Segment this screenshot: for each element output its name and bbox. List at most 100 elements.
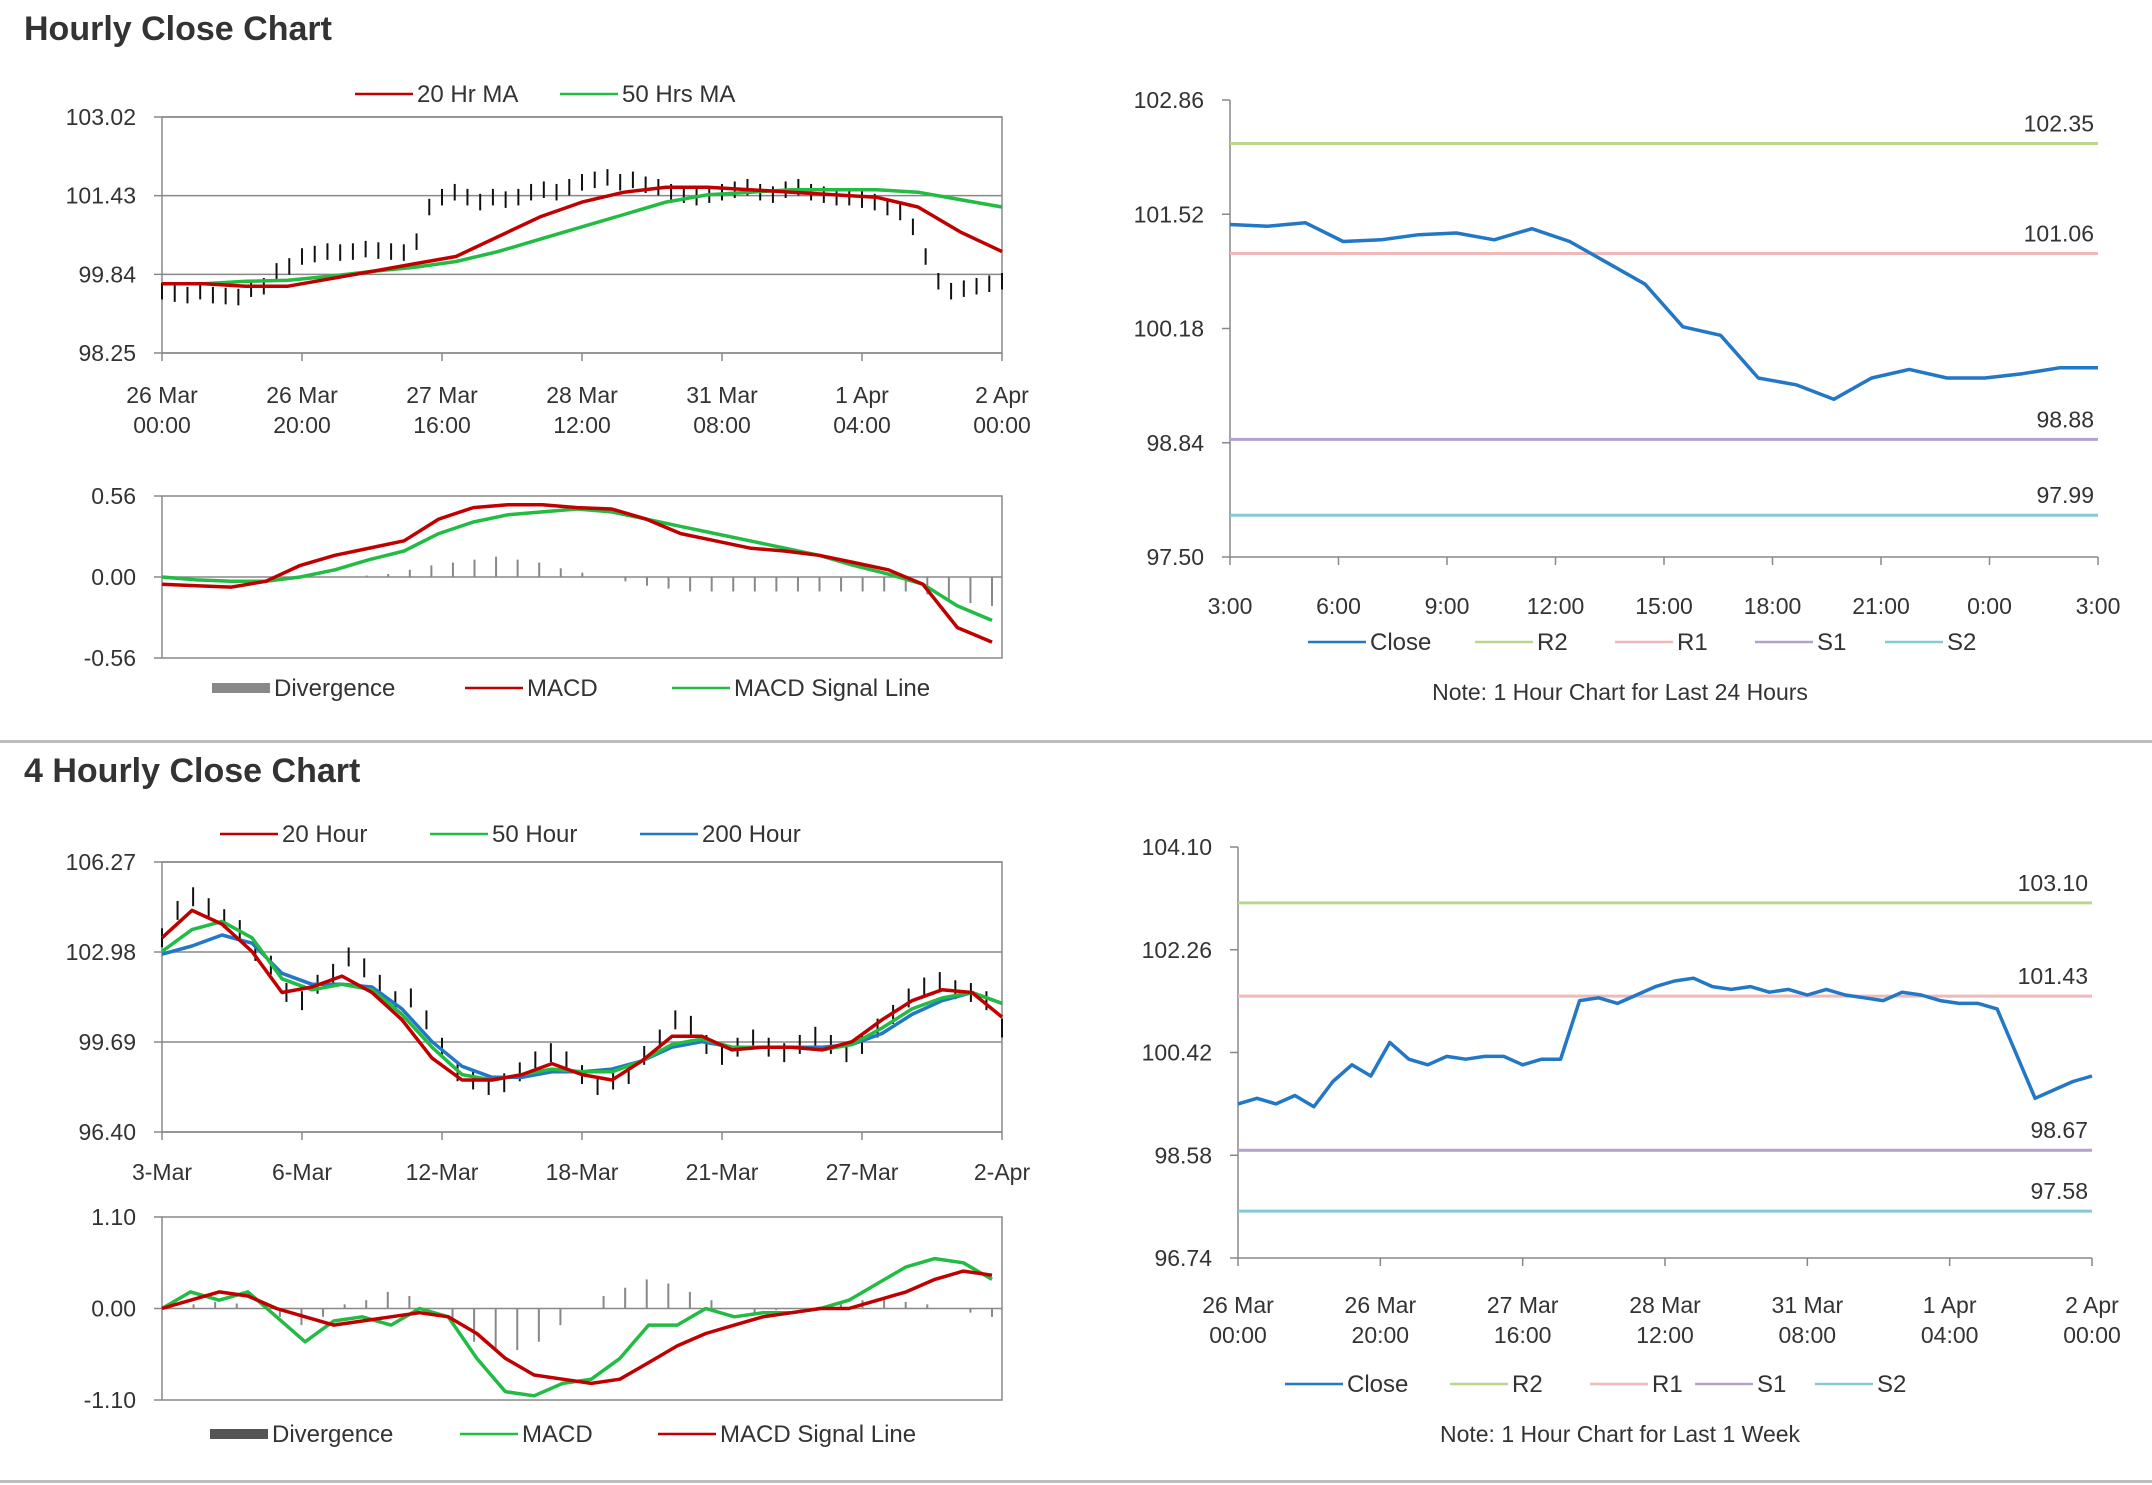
legend-label: R2 xyxy=(1537,629,1568,656)
x-tick-label: 15:00 xyxy=(1635,593,1693,619)
legend-label: MACD xyxy=(527,675,598,702)
series-line-close xyxy=(1237,976,2093,1109)
y-tick-label: 101.52 xyxy=(1134,201,1204,227)
x-tick-label: 00:00 xyxy=(973,412,1031,438)
x-tick-label: 08:00 xyxy=(1779,1322,1837,1348)
x-tick-label: 18-Mar xyxy=(546,1159,619,1185)
y-tick-label: 98.25 xyxy=(78,340,136,366)
y-tick-label: 102.26 xyxy=(1142,937,1212,963)
x-tick-label: 2-Apr xyxy=(974,1159,1031,1185)
plot-frame xyxy=(161,861,1003,1133)
x-tick-label: 21:00 xyxy=(1852,593,1910,619)
x-tick-label: 12-Mar xyxy=(406,1159,479,1185)
x-tick-label: 27-Mar xyxy=(826,1159,899,1185)
y-tick-label: 101.43 xyxy=(66,183,136,209)
level-label-r2: 102.35 xyxy=(2024,110,2094,136)
y-tick-label: 99.69 xyxy=(78,1029,136,1055)
x-tick-label: 08:00 xyxy=(693,412,751,438)
y-tick-label: -0.56 xyxy=(84,645,136,671)
series-line-close xyxy=(1229,221,2098,402)
legend-label: 200 Hour xyxy=(702,821,801,848)
x-tick-label: 20:00 xyxy=(273,412,331,438)
y-tick-label: 0.00 xyxy=(91,1296,136,1322)
y-tick-label: 104.10 xyxy=(1142,834,1212,860)
x-tick-label: 16:00 xyxy=(1494,1322,1552,1348)
series-line-20-hour xyxy=(160,908,1004,1082)
legend-label: S2 xyxy=(1947,629,1976,656)
legend-label: 20 Hour xyxy=(282,821,367,848)
plot-frame xyxy=(161,116,1003,354)
legend-label: MACD Signal Line xyxy=(734,675,930,702)
y-tick-label: 96.40 xyxy=(78,1119,136,1145)
chart-note: Note: 1 Hour Chart for Last 24 Hours xyxy=(1432,679,1808,705)
series-line-50-hour xyxy=(160,919,1003,1082)
x-tick-label: 18:00 xyxy=(1744,593,1802,619)
legend-label: R1 xyxy=(1677,629,1708,656)
series-line-200-hour xyxy=(161,933,1003,1080)
y-tick-label: 102.86 xyxy=(1134,87,1204,113)
y-tick-label: 102.98 xyxy=(66,939,136,965)
x-tick-label: 12:00 xyxy=(553,412,611,438)
y-tick-label: 100.18 xyxy=(1134,316,1204,342)
x-tick-label: 1 Apr xyxy=(1923,1292,1977,1318)
level-label-s2: 97.58 xyxy=(2030,1178,2088,1204)
section-divider-bottom xyxy=(0,1480,2152,1483)
chart-note: Note: 1 Hour Chart for Last 1 Week xyxy=(1440,1421,1801,1447)
legend-label: MACD xyxy=(522,1421,593,1448)
y-tick-label: -1.10 xyxy=(84,1387,136,1413)
x-tick-label: 27 Mar xyxy=(406,382,478,408)
x-tick-label: 1 Apr xyxy=(835,382,889,408)
x-tick-label: 21-Mar xyxy=(686,1159,759,1185)
x-tick-label: 2 Apr xyxy=(2065,1292,2119,1318)
x-tick-label: 04:00 xyxy=(833,412,891,438)
x-tick-label: 3-Mar xyxy=(132,1159,192,1185)
x-tick-label: 28 Mar xyxy=(546,382,618,408)
legend-label: Divergence xyxy=(272,1421,393,1448)
y-tick-label: 96.74 xyxy=(1154,1245,1212,1271)
x-tick-label: 26 Mar xyxy=(1202,1292,1274,1318)
x-tick-label: 26 Mar xyxy=(1345,1292,1417,1318)
y-tick-label: 98.58 xyxy=(1154,1142,1212,1168)
x-tick-label: 04:00 xyxy=(1921,1322,1979,1348)
legend-label: R1 xyxy=(1652,1371,1683,1398)
section-title-4hourly: 4 Hourly Close Chart xyxy=(24,752,361,790)
level-label-s2: 97.99 xyxy=(2036,482,2094,508)
x-tick-label: 12:00 xyxy=(1636,1322,1694,1348)
level-label-r1: 101.06 xyxy=(2024,220,2094,246)
legend-label: R2 xyxy=(1512,1371,1543,1398)
x-tick-label: 3:00 xyxy=(2076,593,2121,619)
x-tick-label: 00:00 xyxy=(2063,1322,2121,1348)
legend-label: 50 Hrs MA xyxy=(622,81,735,108)
x-tick-label: 26 Mar xyxy=(126,382,198,408)
x-tick-label: 20:00 xyxy=(1352,1322,1410,1348)
y-tick-label: 0.00 xyxy=(91,564,136,590)
x-tick-label: 16:00 xyxy=(413,412,471,438)
y-tick-label: 99.84 xyxy=(78,261,136,287)
y-tick-label: 97.50 xyxy=(1146,544,1204,570)
x-tick-label: 3:00 xyxy=(1208,593,1253,619)
level-label-s1: 98.88 xyxy=(2036,406,2094,432)
legend-label: MACD Signal Line xyxy=(720,1421,916,1448)
y-tick-label: 98.84 xyxy=(1146,430,1204,456)
y-tick-label: 1.10 xyxy=(91,1204,136,1230)
y-tick-label: 100.42 xyxy=(1142,1040,1212,1066)
series-line-50hrs-ma xyxy=(162,187,1003,286)
section-title-hourly: Hourly Close Chart xyxy=(24,10,332,48)
series-line-macd-signal xyxy=(161,1269,993,1386)
x-tick-label: 0:00 xyxy=(1967,593,2012,619)
legend-label: S2 xyxy=(1877,1371,1906,1398)
legend-label: Divergence xyxy=(274,675,395,702)
legend-label: Close xyxy=(1347,1371,1408,1398)
level-label-r1: 101.43 xyxy=(2018,963,2088,989)
y-tick-label: 106.27 xyxy=(66,849,136,875)
legend-label: 50 Hour xyxy=(492,821,577,848)
x-tick-label: 6:00 xyxy=(1316,593,1361,619)
y-tick-label: 103.02 xyxy=(66,104,136,130)
x-tick-label: 28 Mar xyxy=(1629,1292,1701,1318)
legend-label: 20 Hr MA xyxy=(417,81,518,108)
x-tick-label: 12:00 xyxy=(1527,593,1585,619)
x-tick-label: 00:00 xyxy=(133,412,191,438)
x-tick-label: 31 Mar xyxy=(1772,1292,1844,1318)
x-tick-label: 6-Mar xyxy=(272,1159,332,1185)
